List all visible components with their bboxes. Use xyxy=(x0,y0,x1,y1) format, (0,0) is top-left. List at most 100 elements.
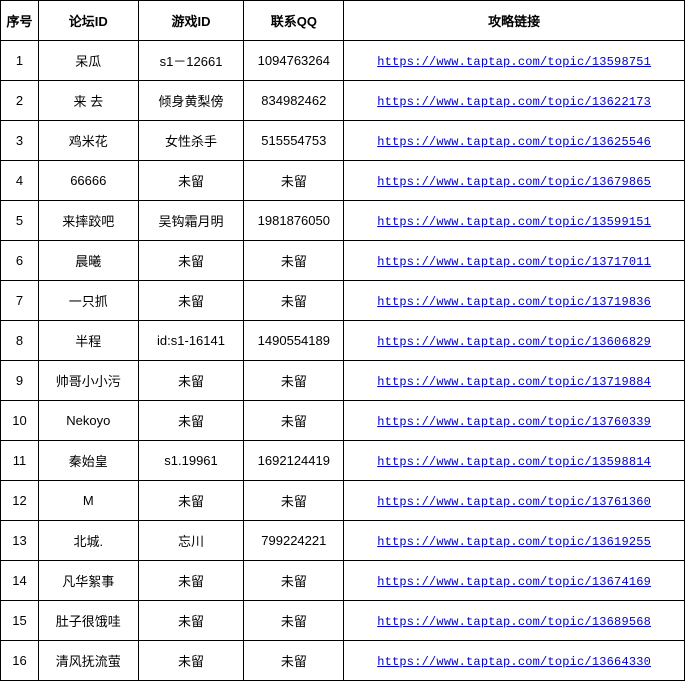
cell-num: 9 xyxy=(1,361,39,401)
strategy-table: 序号 论坛ID 游戏ID 联系QQ 攻略链接 1呆瓜s1－12661109476… xyxy=(0,0,685,681)
cell-forum-id: 半程 xyxy=(38,321,138,361)
strategy-link[interactable]: https://www.taptap.com/topic/13625546 xyxy=(377,135,651,149)
strategy-link[interactable]: https://www.taptap.com/topic/13606829 xyxy=(377,335,651,349)
cell-link: https://www.taptap.com/topic/13719884 xyxy=(344,361,685,401)
cell-num: 16 xyxy=(1,641,39,681)
cell-game-id: 未留 xyxy=(138,281,244,321)
cell-qq: 799224221 xyxy=(244,521,344,561)
cell-forum-id: 清风抚流萤 xyxy=(38,641,138,681)
cell-link: https://www.taptap.com/topic/13619255 xyxy=(344,521,685,561)
col-header-link: 攻略链接 xyxy=(344,1,685,41)
strategy-link[interactable]: https://www.taptap.com/topic/13719884 xyxy=(377,375,651,389)
strategy-link[interactable]: https://www.taptap.com/topic/13760339 xyxy=(377,415,651,429)
cell-link: https://www.taptap.com/topic/13719836 xyxy=(344,281,685,321)
strategy-link[interactable]: https://www.taptap.com/topic/13599151 xyxy=(377,215,651,229)
cell-link: https://www.taptap.com/topic/13761360 xyxy=(344,481,685,521)
cell-forum-id: 来摔跤吧 xyxy=(38,201,138,241)
col-header-num: 序号 xyxy=(1,1,39,41)
table-body: 1呆瓜s1－126611094763264 https://www.taptap.… xyxy=(1,41,685,681)
cell-num: 8 xyxy=(1,321,39,361)
strategy-link[interactable]: https://www.taptap.com/topic/13664330 xyxy=(377,655,651,669)
strategy-link[interactable]: https://www.taptap.com/topic/13679865 xyxy=(377,175,651,189)
col-header-game: 游戏ID xyxy=(138,1,244,41)
strategy-link[interactable]: https://www.taptap.com/topic/13689568 xyxy=(377,615,651,629)
cell-game-id: 女性杀手 xyxy=(138,121,244,161)
cell-num: 2 xyxy=(1,81,39,121)
table-header-row: 序号 论坛ID 游戏ID 联系QQ 攻略链接 xyxy=(1,1,685,41)
cell-qq: 未留 xyxy=(244,241,344,281)
cell-forum-id: 北城. xyxy=(38,521,138,561)
cell-game-id: 倾身黄梨傍 xyxy=(138,81,244,121)
cell-qq: 515554753 xyxy=(244,121,344,161)
cell-num: 4 xyxy=(1,161,39,201)
cell-game-id: 未留 xyxy=(138,161,244,201)
cell-num: 15 xyxy=(1,601,39,641)
cell-num: 6 xyxy=(1,241,39,281)
cell-game-id: 未留 xyxy=(138,561,244,601)
strategy-link[interactable]: https://www.taptap.com/topic/13674169 xyxy=(377,575,651,589)
cell-forum-id: 秦始皇 xyxy=(38,441,138,481)
table-row: 10Nekoyo未留未留https://www.taptap.com/topic… xyxy=(1,401,685,441)
cell-game-id: 忘川 xyxy=(138,521,244,561)
cell-forum-id: 呆瓜 xyxy=(38,41,138,81)
strategy-link[interactable]: https://www.taptap.com/topic/13619255 xyxy=(377,535,651,549)
cell-qq: 未留 xyxy=(244,481,344,521)
cell-link: https://www.taptap.com/topic/13664330 xyxy=(344,641,685,681)
col-header-qq: 联系QQ xyxy=(244,1,344,41)
strategy-link[interactable]: https://www.taptap.com/topic/13719836 xyxy=(377,295,651,309)
strategy-link[interactable]: https://www.taptap.com/topic/13598814 xyxy=(377,455,651,469)
cell-qq: 1490554189 xyxy=(244,321,344,361)
cell-forum-id: 一只抓 xyxy=(38,281,138,321)
cell-link: https://www.taptap.com/topic/13599151 xyxy=(344,201,685,241)
cell-qq: 未留 xyxy=(244,401,344,441)
cell-forum-id: Nekoyo xyxy=(38,401,138,441)
table-row: 11秦始皇s1.199611692124419https://www.tapta… xyxy=(1,441,685,481)
cell-num: 5 xyxy=(1,201,39,241)
table-row: 2来 去倾身黄梨傍834982462https://www.taptap.com… xyxy=(1,81,685,121)
table-row: 6晨曦未留未留https://www.taptap.com/topic/1371… xyxy=(1,241,685,281)
cell-link: https://www.taptap.com/topic/13679865 xyxy=(344,161,685,201)
table-row: 5来摔跤吧吴钩霜月明1981876050https://www.taptap.c… xyxy=(1,201,685,241)
table-row: 8半程id:s1-161411490554189https://www.tapt… xyxy=(1,321,685,361)
cell-qq: 未留 xyxy=(244,281,344,321)
cell-link: https://www.taptap.com/topic/13689568 xyxy=(344,601,685,641)
strategy-link[interactable]: https://www.taptap.com/topic/13622173 xyxy=(377,95,651,109)
cell-forum-id: M xyxy=(38,481,138,521)
cell-qq: 1981876050 xyxy=(244,201,344,241)
cell-qq: 未留 xyxy=(244,601,344,641)
cell-forum-id: 66666 xyxy=(38,161,138,201)
table-row: 7一只抓未留未留https://www.taptap.com/topic/137… xyxy=(1,281,685,321)
cell-num: 11 xyxy=(1,441,39,481)
cell-game-id: 未留 xyxy=(138,361,244,401)
cell-num: 7 xyxy=(1,281,39,321)
cell-qq: 未留 xyxy=(244,161,344,201)
strategy-link[interactable]: https://www.taptap.com/topic/13717011 xyxy=(377,255,651,269)
cell-num: 12 xyxy=(1,481,39,521)
cell-link: https://www.taptap.com/topic/13717011 xyxy=(344,241,685,281)
cell-game-id: 未留 xyxy=(138,241,244,281)
cell-num: 13 xyxy=(1,521,39,561)
cell-num: 10 xyxy=(1,401,39,441)
strategy-link[interactable]: https://www.taptap.com/topic/13598751 xyxy=(377,55,651,69)
cell-num: 1 xyxy=(1,41,39,81)
cell-qq: 未留 xyxy=(244,561,344,601)
cell-link: https://www.taptap.com/topic/13598814 xyxy=(344,441,685,481)
cell-link: https://www.taptap.com/topic/13674169 xyxy=(344,561,685,601)
cell-num: 14 xyxy=(1,561,39,601)
cell-game-id: s1.19961 xyxy=(138,441,244,481)
cell-forum-id: 肚子很饿哇 xyxy=(38,601,138,641)
cell-game-id: 未留 xyxy=(138,601,244,641)
strategy-link[interactable]: https://www.taptap.com/topic/13761360 xyxy=(377,495,651,509)
cell-num: 3 xyxy=(1,121,39,161)
cell-qq: 834982462 xyxy=(244,81,344,121)
table-row: 13北城.忘川799224221 https://www.taptap.com/t… xyxy=(1,521,685,561)
cell-qq: 1094763264 xyxy=(244,41,344,81)
table-row: 3鸡米花女性杀手515554753 https://www.taptap.com/… xyxy=(1,121,685,161)
col-header-forum: 论坛ID xyxy=(38,1,138,41)
cell-qq: 未留 xyxy=(244,641,344,681)
cell-link: https://www.taptap.com/topic/13606829 xyxy=(344,321,685,361)
table-row: 9帅哥小小污未留未留https://www.taptap.com/topic/1… xyxy=(1,361,685,401)
cell-game-id: 未留 xyxy=(138,641,244,681)
cell-forum-id: 鸡米花 xyxy=(38,121,138,161)
cell-game-id: s1－12661 xyxy=(138,41,244,81)
